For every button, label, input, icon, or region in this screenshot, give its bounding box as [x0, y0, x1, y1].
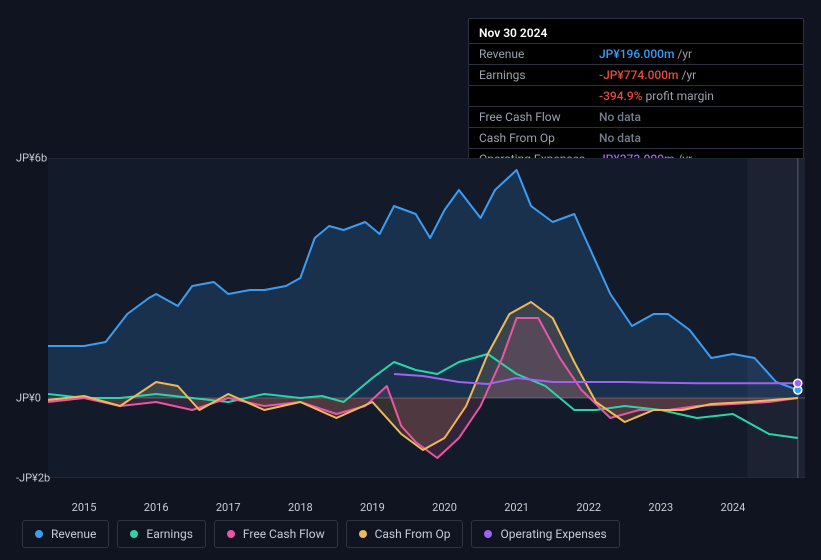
root: Nov 30 2024 RevenueJP¥196.000m/yrEarning… — [0, 0, 821, 560]
legend-dot-icon — [130, 530, 138, 538]
legend-item[interactable]: Operating Expenses — [471, 520, 619, 548]
legend-label: Revenue — [51, 527, 96, 541]
tooltip-row-label: Cash From Op — [479, 131, 599, 145]
plot-area[interactable] — [48, 158, 805, 478]
legend-label: Cash From Op — [375, 527, 451, 541]
legend: Revenue Earnings Free Cash Flow Cash From O… — [22, 520, 620, 548]
tooltip-row: Free Cash FlowNo data — [469, 106, 803, 127]
legend-dot-icon — [359, 530, 367, 538]
tooltip-date: Nov 30 2024 — [469, 23, 803, 43]
tooltip-row-unit: /yr — [677, 47, 692, 61]
y-axis-label: JP¥0 — [16, 392, 41, 405]
x-axis-label: 2022 — [576, 501, 601, 514]
tooltip-row: Earnings-JP¥774.000m/yr — [469, 64, 803, 85]
legend-dot-icon — [484, 530, 492, 538]
legend-item[interactable]: Free Cash Flow — [214, 520, 338, 548]
legend-label: Operating Expenses — [500, 527, 606, 541]
tooltip-row-value: -JP¥774.000m — [599, 68, 679, 82]
tooltip-row-label: Earnings — [479, 68, 599, 82]
tooltip-row-value: No data — [599, 110, 641, 124]
tooltip-row-label: Revenue — [479, 47, 599, 61]
x-axis-label: 2015 — [72, 501, 97, 514]
x-axis-label: 2024 — [721, 501, 746, 514]
tooltip-row-unit: /yr — [682, 68, 697, 82]
x-axis-label: 2018 — [288, 501, 313, 514]
tooltip-row-label: Free Cash Flow — [479, 110, 599, 124]
tooltip-date-text: Nov 30 2024 — [479, 26, 547, 40]
tooltip-row-value: No data — [599, 131, 641, 145]
tooltip-row: Cash From OpNo data — [469, 127, 803, 148]
x-axis-label: 2023 — [648, 501, 673, 514]
tooltip-panel: Nov 30 2024 RevenueJP¥196.000m/yrEarning… — [468, 18, 804, 174]
legend-dot-icon — [35, 530, 43, 538]
x-axis-label: 2019 — [360, 501, 385, 514]
chart-area: JP¥6bJP¥0-JP¥2b2015201620172018201920202… — [16, 158, 805, 496]
x-axis-label: 2020 — [432, 501, 457, 514]
tooltip-row-value: -394.9% — [599, 89, 643, 103]
legend-item[interactable]: Earnings — [117, 520, 206, 548]
x-axis-label: 2017 — [216, 501, 241, 514]
tooltip-row-unit: profit margin — [646, 89, 714, 103]
legend-dot-icon — [227, 530, 235, 538]
y-axis-label: JP¥6b — [16, 152, 47, 165]
legend-item[interactable]: Cash From Op — [346, 520, 464, 548]
tooltip-row: RevenueJP¥196.000m/yr — [469, 43, 803, 64]
tooltip-row: -394.9%profit margin — [469, 85, 803, 106]
tooltip-row-value: JP¥196.000m — [599, 47, 674, 61]
x-axis-label: 2016 — [144, 501, 169, 514]
legend-label: Earnings — [146, 527, 193, 541]
legend-label: Free Cash Flow — [243, 527, 325, 541]
y-axis-label: -JP¥2b — [16, 472, 50, 485]
plot-svg — [48, 158, 805, 478]
x-axis-label: 2021 — [504, 501, 529, 514]
legend-item[interactable]: Revenue — [22, 520, 109, 548]
